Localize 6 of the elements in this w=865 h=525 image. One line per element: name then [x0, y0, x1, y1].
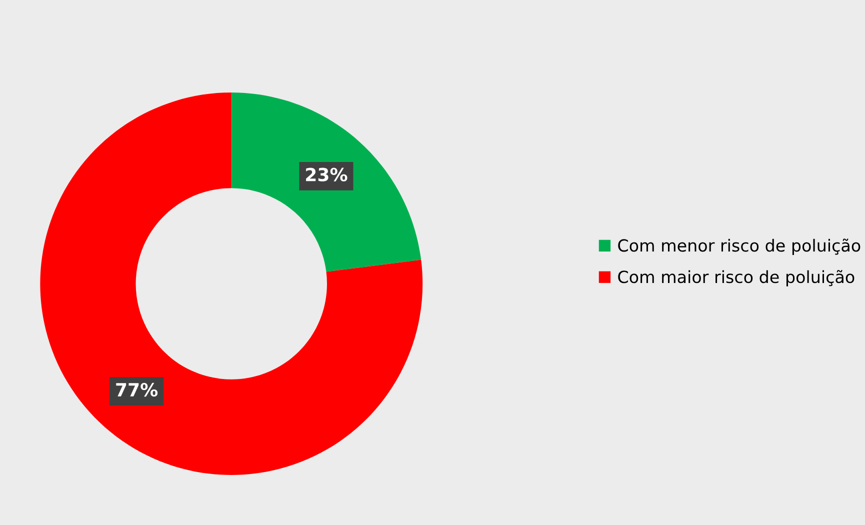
legend-label: Com menor risco de poluição [618, 238, 860, 255]
donut-slice [40, 92, 423, 475]
data-label: 23% [306, 168, 348, 182]
legend-label: Com maior risco de poluição [618, 270, 854, 286]
data-label: 77% [116, 382, 158, 397]
donut-slice [231, 92, 422, 272]
